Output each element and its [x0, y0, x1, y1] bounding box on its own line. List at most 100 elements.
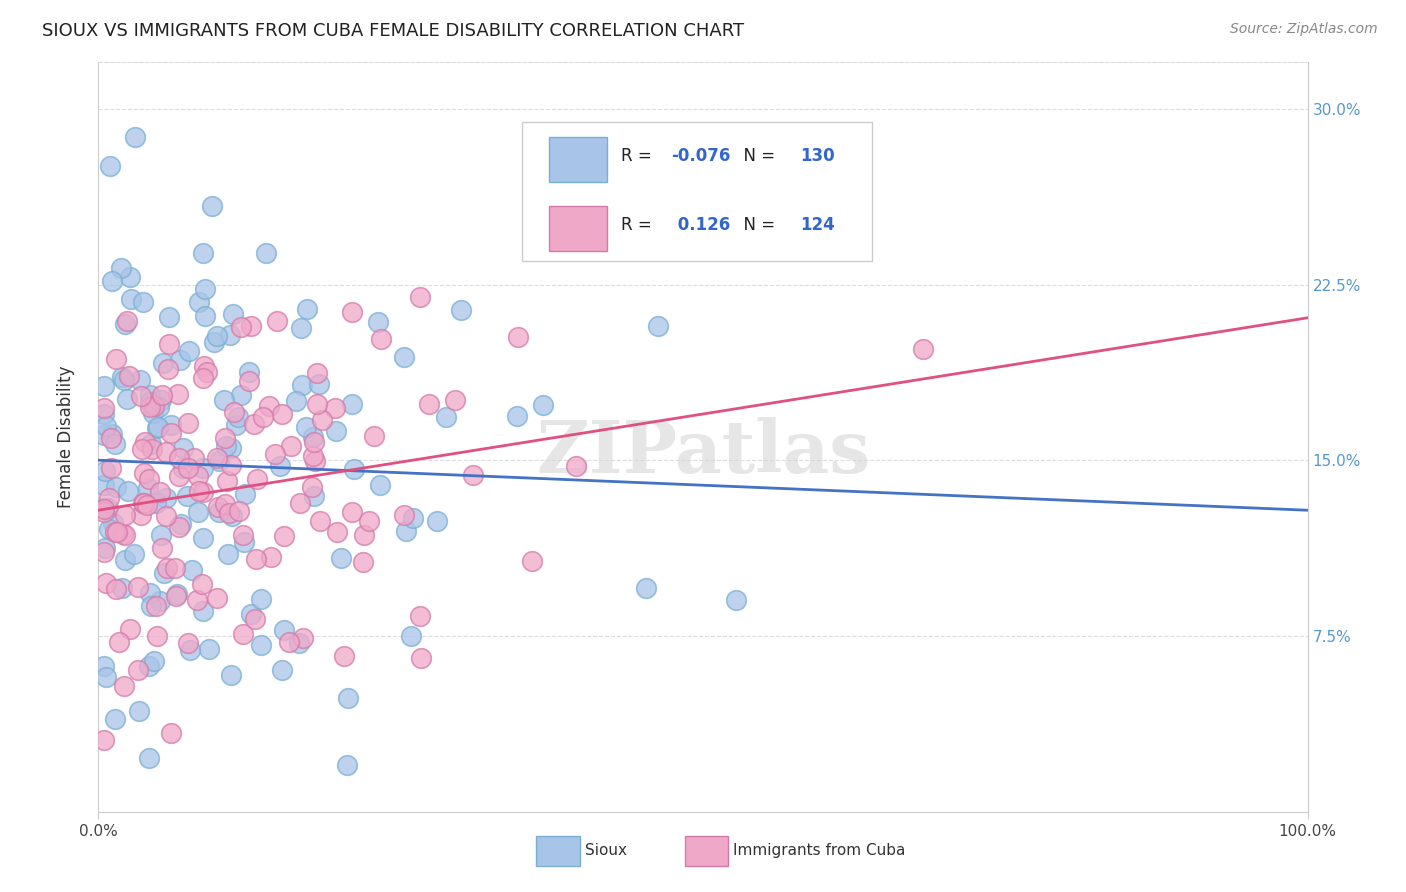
Point [155, 491, 177, 505]
Point [323, 401, 346, 416]
Point [291, 378, 314, 392]
Point [260, 550, 283, 565]
Point [166, 587, 188, 601]
Text: 124: 124 [800, 216, 835, 234]
Point [187, 469, 209, 483]
Point [330, 551, 353, 566]
Point [177, 416, 200, 430]
Point [193, 359, 215, 373]
Point [231, 388, 253, 402]
Point [169, 352, 191, 367]
Point [97, 500, 120, 515]
Point [157, 310, 180, 325]
Point [97, 491, 120, 505]
Point [340, 305, 363, 319]
Point [149, 484, 172, 499]
Point [198, 642, 221, 657]
Point [271, 663, 294, 677]
Point [240, 319, 263, 334]
Point [301, 449, 323, 463]
Point [217, 474, 239, 488]
Point [145, 599, 167, 614]
Point [153, 566, 176, 580]
Point [139, 388, 162, 402]
Point [208, 454, 231, 468]
Y-axis label: Female Disability: Female Disability [56, 366, 75, 508]
Point [395, 524, 418, 538]
Point [93, 502, 115, 516]
Point [104, 524, 127, 539]
Point [105, 525, 128, 540]
Point [132, 496, 155, 510]
Point [120, 270, 142, 285]
Point [238, 365, 260, 379]
Point [278, 635, 301, 649]
Point [135, 499, 157, 513]
Point [146, 629, 169, 643]
Point [226, 410, 249, 425]
Point [177, 344, 200, 359]
Point [191, 461, 214, 475]
Point [215, 439, 238, 453]
Point [311, 413, 333, 427]
Point [231, 319, 253, 334]
Point [290, 320, 312, 334]
Point [201, 199, 224, 213]
Point [214, 431, 236, 445]
Point [402, 511, 425, 525]
Point [115, 314, 138, 328]
Point [297, 301, 319, 316]
Point [280, 439, 302, 453]
Point [564, 459, 586, 474]
Point [150, 388, 173, 402]
Point [186, 592, 208, 607]
Point [463, 467, 485, 482]
Point [434, 410, 457, 425]
Point [97, 522, 120, 536]
Point [100, 460, 122, 475]
Point [291, 631, 314, 645]
Point [112, 373, 135, 387]
Point [224, 405, 246, 419]
Point [131, 442, 153, 456]
Point [302, 489, 325, 503]
Point [257, 399, 280, 413]
Point [167, 450, 190, 465]
Point [101, 427, 124, 442]
Point [195, 365, 218, 379]
Point [307, 367, 329, 381]
Text: R =: R = [621, 216, 657, 234]
Point [238, 374, 260, 388]
Point [188, 484, 211, 499]
Point [218, 506, 240, 520]
Point [370, 333, 392, 347]
Point [352, 555, 374, 569]
Point [134, 435, 156, 450]
Point [222, 307, 245, 321]
Point [177, 460, 200, 475]
Point [214, 497, 236, 511]
Point [392, 350, 415, 364]
Point [138, 658, 160, 673]
Point [191, 246, 214, 260]
Point [912, 342, 935, 356]
Point [295, 420, 318, 434]
Point [302, 434, 325, 449]
Point [187, 505, 209, 519]
FancyBboxPatch shape [685, 836, 728, 866]
Point [309, 514, 332, 528]
Point [101, 274, 124, 288]
Point [450, 303, 472, 318]
Point [112, 527, 135, 541]
Text: N =: N = [734, 216, 780, 234]
Point [308, 376, 330, 391]
Point [353, 527, 375, 541]
Point [269, 458, 291, 473]
Point [169, 519, 191, 533]
Point [245, 551, 267, 566]
Point [207, 500, 229, 514]
Point [93, 505, 115, 519]
Point [114, 553, 136, 567]
Point [304, 454, 326, 468]
Point [94, 670, 117, 684]
